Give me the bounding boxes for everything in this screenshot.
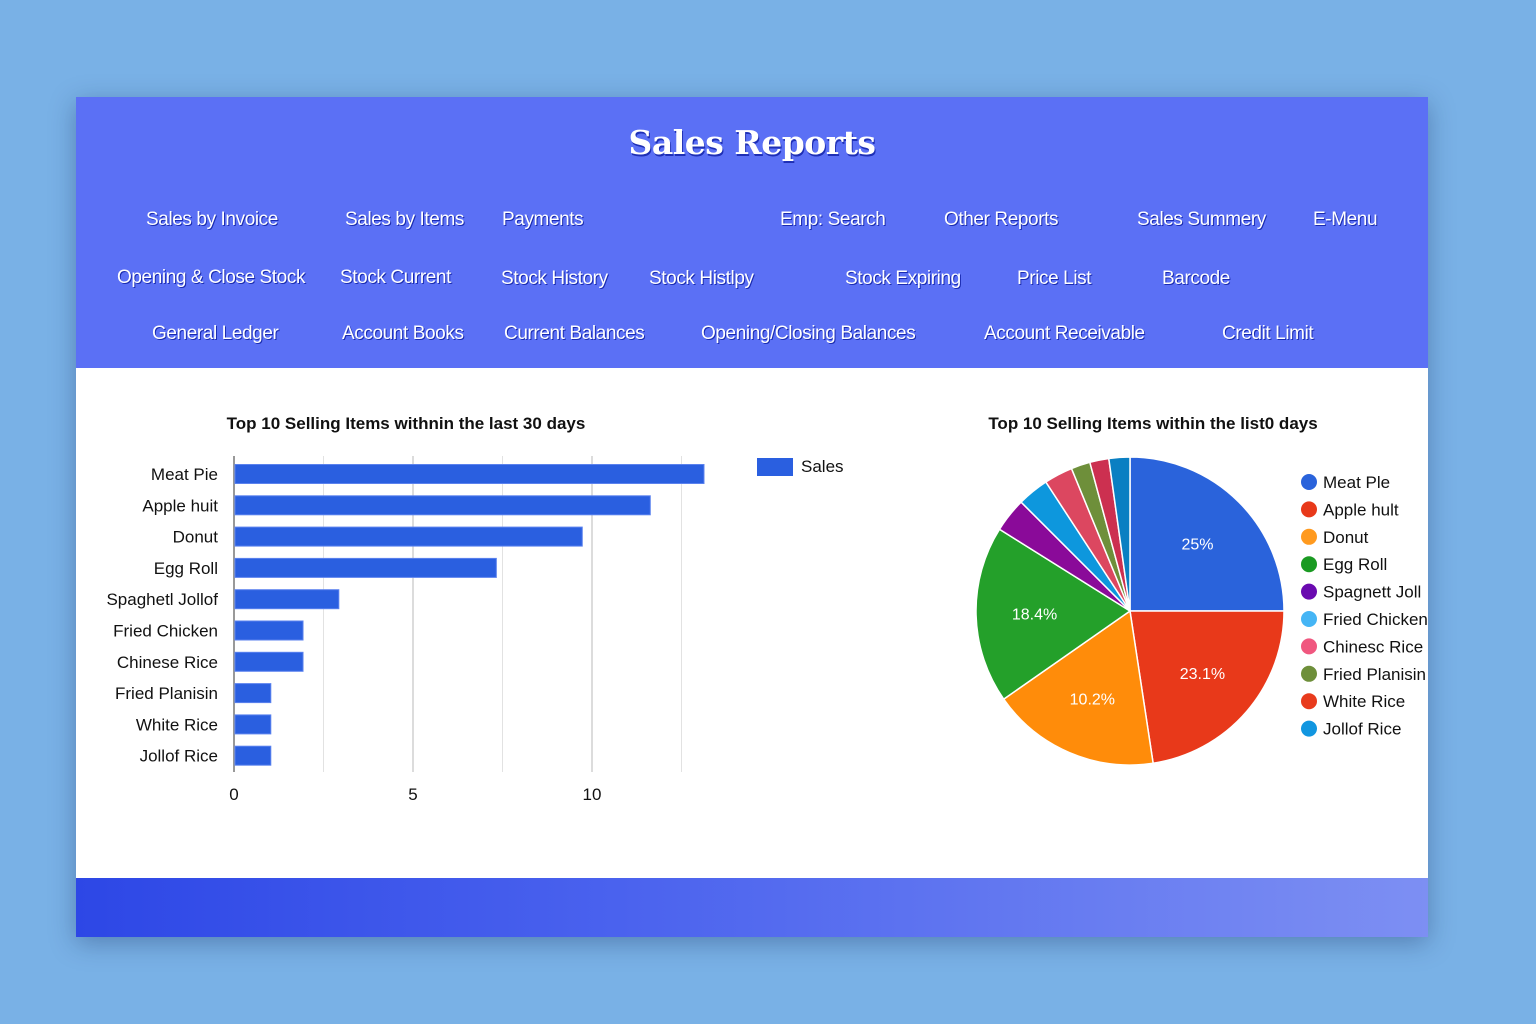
bar [234,651,304,672]
charts-area: Top 10 Selling Items withnin the last 30… [106,414,1428,804]
y-tick-label: Fried Chicken [113,622,218,641]
nav-link[interactable]: Payments [502,209,584,230]
bar [234,683,272,704]
pie-slice [1002,609,1154,766]
bar [234,620,304,641]
legend-label: Apple hult [1323,500,1399,519]
nav-link[interactable]: Sales Summery [1137,209,1266,230]
bar-chart: Top 10 Selling Items withnin the last 30… [106,414,843,804]
bar [234,464,705,484]
y-tick-label: Donut [173,528,219,547]
pie-percent-label: 23.1% [1180,666,1225,683]
legend-label: Chinesc Rice [1323,637,1423,656]
legend-label: Fried Chicken [1323,610,1428,629]
legend-dot [1301,474,1317,490]
nav-link[interactable]: Current Balances [504,323,645,344]
nav-link[interactable]: Stock Histlpy [649,268,754,289]
bar [234,495,651,516]
nav-link[interactable]: Opening/Closing Balances [701,323,916,344]
y-tick-label: Apple huit [142,496,218,515]
bar [234,589,340,610]
bar [234,714,272,735]
x-tick-label: 0 [229,785,238,804]
pie-chart-title: Top 10 Selling Items within the list0 da… [988,414,1317,433]
bar [234,526,583,547]
bar [234,745,272,766]
legend-dot [1301,528,1317,545]
legend-label: Donut [1323,528,1369,547]
legend-label: Jollof Rice [1323,720,1401,739]
nav-link[interactable]: Account Books [342,323,464,344]
legend-dot [1301,583,1317,600]
legend-label: Spagnett Joll [1323,583,1421,602]
nav-link[interactable]: E-Menu [1313,209,1378,230]
footer-bar [76,878,1428,937]
y-tick-label: Spaghetl Jollof [106,590,218,609]
legend-dot [1301,556,1317,573]
nav-link[interactable]: Stock Expiring [845,268,961,289]
bar-chart-title: Top 10 Selling Items withnin the last 30… [227,414,586,433]
y-tick-label: Chinese Rice [117,653,218,672]
legend-label: Fried Planisin [1323,665,1426,684]
nav-link[interactable]: Price List [1017,268,1092,289]
legend-dot [1301,665,1317,682]
legend-label: Meat Ple [1323,473,1390,492]
y-tick-label: Egg Roll [154,559,218,578]
pie-chart: Top 10 Selling Items within the list0 da… [975,414,1428,766]
sales-reports-window: Sales Reports Sales by Invoice Sales by I… [76,97,1428,937]
pie-percent-label: 10.2% [1070,692,1115,709]
pie-slice [1107,456,1131,612]
legend-dot [1301,501,1317,518]
nav-link[interactable]: Opening & Close Stock [117,267,306,288]
nav-link[interactable]: Sales by Items [345,209,465,230]
pie-percent-label: 18.4% [1012,606,1057,623]
pie-slice [1129,456,1285,612]
nav-link[interactable]: Barcode [1162,268,1230,289]
legend-dot [1301,720,1317,737]
nav-link[interactable]: Account Receivable [984,323,1145,344]
nav-link[interactable]: Stock Current [340,267,451,288]
x-tick-label: 5 [408,785,417,804]
legend-swatch-sales [757,458,793,476]
y-tick-label: Meat Pie [151,465,218,484]
bar [234,557,497,578]
pie-percent-label: 25% [1181,536,1213,553]
y-tick-label: Fried Planisin [115,684,218,703]
nav-link[interactable]: Credit Limit [1222,323,1314,344]
legend-dot [1301,693,1317,710]
pie-slice [1129,610,1285,765]
nav-link[interactable]: Emp: Search [780,209,886,230]
header: Sales Reports Sales by Invoice Sales by I… [76,97,1428,368]
legend-dot [1301,638,1317,655]
y-tick-label: Jollof Rice [140,747,218,766]
nav-link[interactable]: Other Reports [944,209,1059,230]
legend-label-sales: Sales [801,457,844,476]
nav-link[interactable]: Sales by Invoice [146,209,278,230]
legend-label: Egg Roll [1323,555,1387,574]
x-tick-label: 10 [583,785,602,804]
pie-slice [975,528,1132,701]
nav-link[interactable]: Stock History [501,268,608,289]
nav-link[interactable]: General Ledger [152,323,279,344]
legend-label: White Rice [1323,692,1405,711]
y-tick-label: White Rice [136,715,218,734]
legend-dot [1301,611,1317,627]
page-title: Sales Reports [628,123,876,162]
